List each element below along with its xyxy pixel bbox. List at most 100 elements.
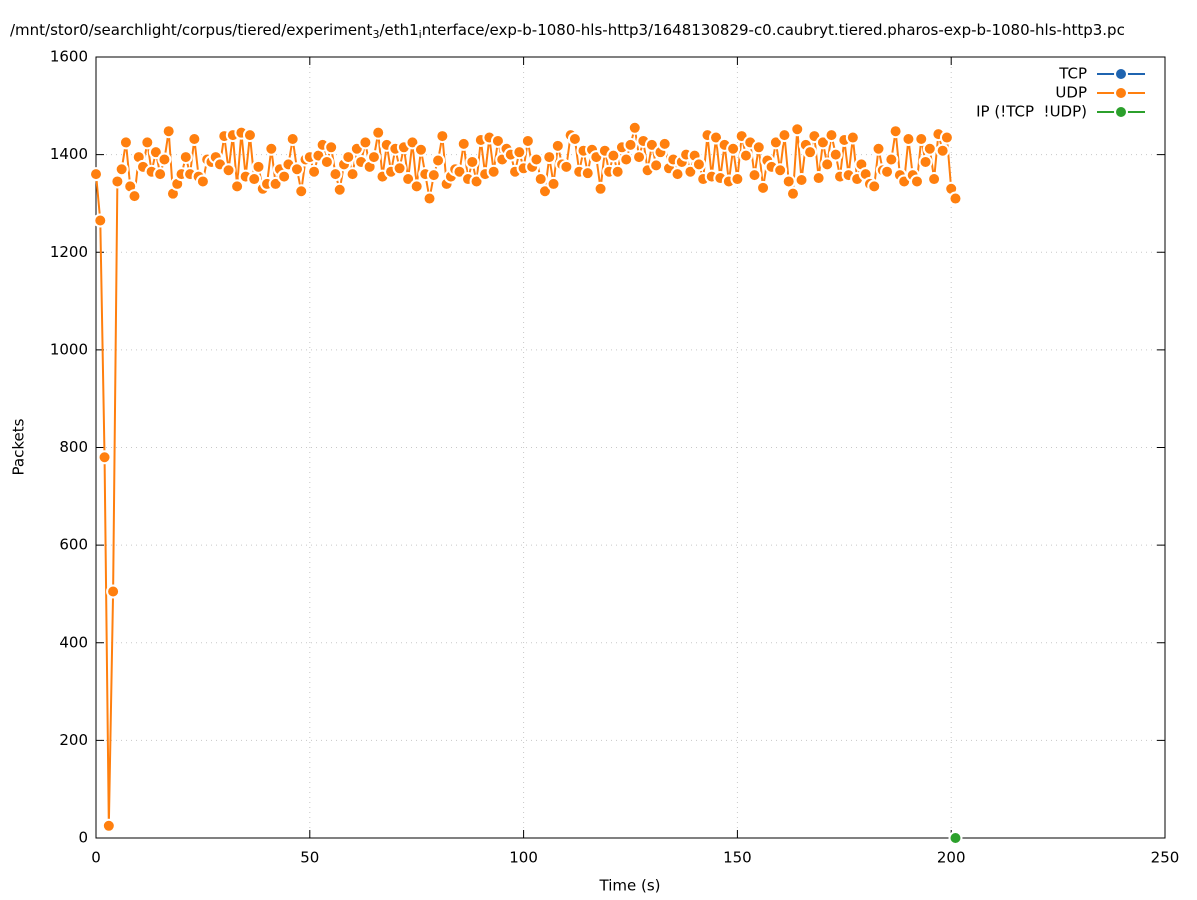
data-point (730, 172, 745, 187)
data-point (756, 180, 771, 195)
data-point (148, 145, 163, 160)
x-tick-label: 50 (300, 849, 319, 867)
data-point (537, 184, 552, 199)
data-point (140, 135, 155, 150)
data-point (914, 132, 929, 147)
data-point (435, 129, 450, 144)
y-tick-label: 1600 (50, 48, 88, 66)
x-axis-label: Time (s) (599, 877, 661, 895)
data-point (285, 132, 300, 147)
data-point (328, 167, 343, 182)
data-point (106, 584, 121, 599)
data-point (627, 120, 642, 135)
data-point (93, 213, 108, 228)
data-point (401, 172, 416, 187)
data-point (871, 141, 886, 156)
x-tick-label: 0 (91, 849, 101, 867)
legend-marker (1114, 86, 1128, 100)
data-point (726, 141, 741, 156)
data-point (785, 186, 800, 201)
data-point (794, 173, 809, 188)
data-point (529, 152, 544, 167)
data-point (319, 154, 334, 169)
data-point (670, 167, 685, 182)
chart-title: /mnt/stor0/searchlight/corpus/tiered/exp… (10, 21, 1125, 42)
data-point (845, 130, 860, 145)
data-point (247, 172, 262, 187)
data-point (426, 168, 441, 183)
data-point (490, 133, 505, 148)
title-part: /eth1 (379, 21, 418, 39)
data-point (747, 168, 762, 183)
data-point (909, 174, 924, 189)
data-point (413, 142, 428, 157)
data-point (939, 130, 954, 145)
data-point (187, 132, 202, 147)
data-point (927, 172, 942, 187)
data-point (623, 137, 638, 152)
data-point (880, 164, 895, 179)
data-point (777, 128, 792, 143)
x-tick-label: 100 (509, 849, 538, 867)
data-point (332, 182, 347, 197)
data-point (657, 136, 672, 151)
data-point (110, 174, 125, 189)
data-point (161, 124, 176, 139)
title-part: nterface/exp-b-1080-hls-http3/1648130829… (422, 21, 1125, 39)
data-point (520, 133, 535, 148)
x-tick-label: 250 (1151, 849, 1180, 867)
data-point (97, 450, 112, 465)
data-point (268, 176, 283, 191)
legend-label: UDP (1055, 84, 1087, 102)
data-point (307, 164, 322, 179)
y-tick-label: 800 (59, 438, 88, 456)
data-point (580, 166, 595, 181)
data-point (632, 150, 647, 165)
legend-label: IP (!TCP !UDP) (976, 103, 1087, 121)
data-point (709, 130, 724, 145)
data-point (405, 135, 420, 150)
data-point (773, 163, 788, 178)
data-point (118, 135, 133, 150)
data-point (465, 154, 480, 169)
data-point (101, 818, 116, 833)
data-point (358, 135, 373, 150)
data-point (948, 831, 963, 845)
data-point (345, 167, 360, 182)
data-point (888, 124, 903, 139)
legend-marker (1114, 105, 1128, 119)
data-point (371, 125, 386, 140)
data-point (127, 189, 142, 204)
data-point (901, 132, 916, 147)
data-point (431, 153, 446, 168)
data-point (153, 167, 168, 182)
data-point (366, 150, 381, 165)
data-point (649, 158, 664, 173)
y-tick-label: 0 (78, 829, 88, 847)
data-point (486, 164, 501, 179)
data-point (559, 159, 574, 174)
data-point (157, 152, 172, 167)
data-point (619, 152, 634, 167)
y-tick-label: 1400 (50, 145, 88, 163)
data-point (242, 128, 257, 143)
data-point (691, 157, 706, 172)
data-point (546, 176, 561, 191)
data-point (341, 150, 356, 165)
data-point (606, 148, 621, 163)
data-point (884, 152, 899, 167)
legend-marker (1114, 67, 1128, 81)
data-point (790, 122, 805, 137)
data-point (533, 172, 548, 187)
data-point (422, 191, 437, 206)
y-tick-label: 600 (59, 536, 88, 554)
data-point (922, 141, 937, 156)
data-point (230, 179, 245, 194)
data-point (683, 164, 698, 179)
data-point (815, 135, 830, 150)
data-point (277, 169, 292, 184)
data-point (811, 171, 826, 186)
x-tick-label: 150 (723, 849, 752, 867)
